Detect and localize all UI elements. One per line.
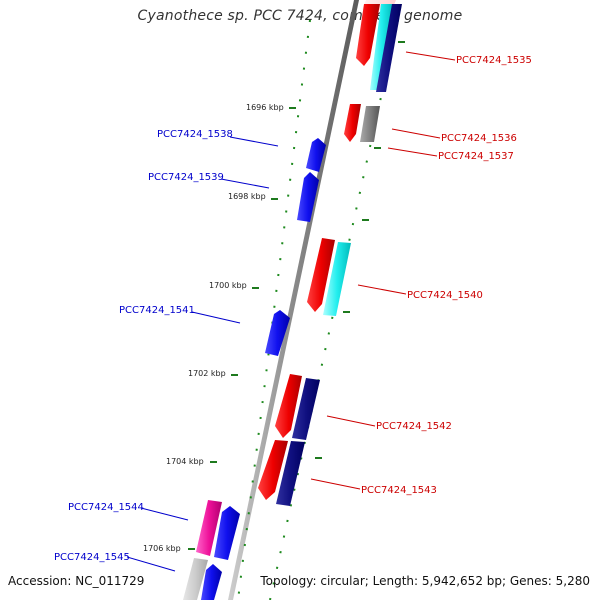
gene-label-1536: PCC7424_1536 (441, 133, 517, 144)
gene-label-1538: PCC7424_1538 (157, 129, 233, 140)
gene-label-1541: PCC7424_1541 (119, 305, 195, 316)
gene-1543-red (258, 440, 288, 500)
forward-strand-genes (258, 0, 402, 506)
gene-label-1544: PCC7424_1544 (68, 502, 144, 513)
gene-1544-pink (196, 500, 222, 556)
gene-1540-cyan (323, 242, 351, 316)
kbp-label: 1702 kbp (188, 369, 226, 378)
gene-label-1535: PCC7424_1535 (456, 55, 532, 66)
accession-label: Accession: NC_011729 (8, 574, 145, 588)
kbp-label: 1696 kbp (246, 103, 284, 112)
gene-label-1539: PCC7424_1539 (148, 172, 224, 183)
kbp-label: 1704 kbp (166, 457, 204, 466)
gene-1536-red (344, 104, 361, 142)
gene-1539-blue (297, 172, 319, 222)
gene-label-1542: PCC7424_1542 (376, 421, 452, 432)
gene-1535-cyan (370, 4, 393, 90)
gene-1535-navy (376, 4, 402, 92)
forward-gene-labels: PCC7424_1535 PCC7424_1536 PCC7424_1537 P… (310, 51, 532, 496)
gene-1542-navy (292, 378, 320, 440)
gene-label-1537: PCC7424_1537 (438, 151, 514, 162)
gene-1544-blue (214, 506, 240, 560)
gene-1545-lgray (183, 558, 208, 600)
kbp-scale: 1696 kbp 1698 kbp 1700 kbp 1702 kbp 1704… (143, 41, 405, 553)
gene-1545-blue (201, 564, 222, 600)
topology-summary: Topology: circular; Length: 5,942,652 bp… (260, 574, 590, 588)
reverse-strand-genes (183, 138, 326, 600)
guide-track-left (237, 19, 311, 600)
gene-1541-blue (265, 310, 290, 356)
gene-1538-blue (306, 138, 326, 172)
kbp-label: 1700 kbp (209, 281, 247, 290)
gene-label-1540: PCC7424_1540 (407, 290, 483, 301)
gene-1540-red (307, 238, 335, 312)
kbp-label: 1698 kbp (228, 192, 266, 201)
reverse-gene-labels: PCC7424_1538 PCC7424_1539 PCC7424_1541 P… (54, 129, 279, 572)
gene-label-1543: PCC7424_1543 (361, 485, 437, 496)
gene-1543-navy (276, 441, 305, 506)
kbp-label: 1706 kbp (143, 544, 181, 553)
gene-1542-red (275, 374, 302, 438)
gene-1535-red (356, 4, 380, 66)
gene-label-1545: PCC7424_1545 (54, 552, 130, 563)
genome-backbone (228, 0, 359, 600)
gene-1537-gray (360, 106, 380, 142)
